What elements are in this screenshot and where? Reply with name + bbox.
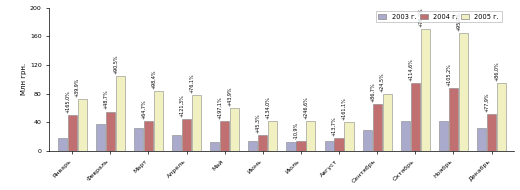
Text: +76,1%: +76,1% <box>189 73 194 93</box>
Bar <box>334 138 344 151</box>
Bar <box>411 83 420 151</box>
Bar <box>134 128 143 151</box>
Bar <box>487 114 496 151</box>
Text: +48,7%: +48,7% <box>103 90 108 109</box>
Text: +13,7%: +13,7% <box>332 116 336 136</box>
Bar <box>287 142 295 151</box>
Bar <box>306 121 316 151</box>
Text: +76,2%: +76,2% <box>418 7 423 27</box>
Bar <box>68 115 77 151</box>
Bar <box>497 83 506 151</box>
Text: +95,0%: +95,0% <box>456 11 461 31</box>
Bar <box>383 94 392 151</box>
Bar <box>459 33 468 151</box>
Text: +39,9%: +39,9% <box>75 78 80 97</box>
Text: +165,0%: +165,0% <box>65 90 70 113</box>
Bar <box>230 108 239 151</box>
Bar <box>172 135 181 151</box>
Bar <box>363 130 372 151</box>
Text: +77,9%: +77,9% <box>484 92 489 112</box>
Bar <box>58 138 67 151</box>
Text: +121,3%: +121,3% <box>179 94 184 117</box>
Bar <box>154 91 163 151</box>
Text: -10,9%: -10,9% <box>293 122 298 139</box>
Bar <box>268 121 277 151</box>
Bar <box>439 121 448 151</box>
Bar <box>220 121 229 151</box>
Bar <box>106 112 115 151</box>
Bar <box>115 76 125 151</box>
Text: +246,6%: +246,6% <box>303 96 308 119</box>
Bar <box>401 121 410 151</box>
Bar <box>449 88 458 151</box>
Text: +197,1%: +197,1% <box>217 96 222 119</box>
Bar <box>477 128 486 151</box>
Bar <box>344 122 354 151</box>
Text: +98,4%: +98,4% <box>151 69 156 89</box>
Bar <box>373 105 382 151</box>
Text: +86,0%: +86,0% <box>494 61 499 81</box>
Bar <box>192 95 201 151</box>
Text: +24,5%: +24,5% <box>380 72 385 92</box>
Text: +45,3%: +45,3% <box>255 113 261 133</box>
Text: +90,5%: +90,5% <box>113 54 118 74</box>
Legend: 2003 г., 2004 г., 2005 г.: 2003 г., 2004 г., 2005 г. <box>375 11 502 22</box>
Bar <box>210 142 219 151</box>
Text: +64,7%: +64,7% <box>141 99 146 119</box>
Text: +161,1%: +161,1% <box>342 97 346 120</box>
Text: +86,7%: +86,7% <box>370 83 375 102</box>
Text: +43,9%: +43,9% <box>227 86 232 106</box>
Bar <box>324 141 334 151</box>
Bar <box>258 135 267 151</box>
Text: +105,2%: +105,2% <box>446 63 451 86</box>
Y-axis label: Млн грн.: Млн грн. <box>21 63 27 95</box>
Text: +114,6%: +114,6% <box>408 58 413 81</box>
Bar <box>296 141 306 151</box>
Bar <box>182 119 191 151</box>
Bar <box>96 124 105 151</box>
Bar <box>249 141 257 151</box>
Bar <box>77 99 87 151</box>
Bar <box>144 121 153 151</box>
Bar <box>421 29 430 151</box>
Text: +134,0%: +134,0% <box>265 96 270 119</box>
